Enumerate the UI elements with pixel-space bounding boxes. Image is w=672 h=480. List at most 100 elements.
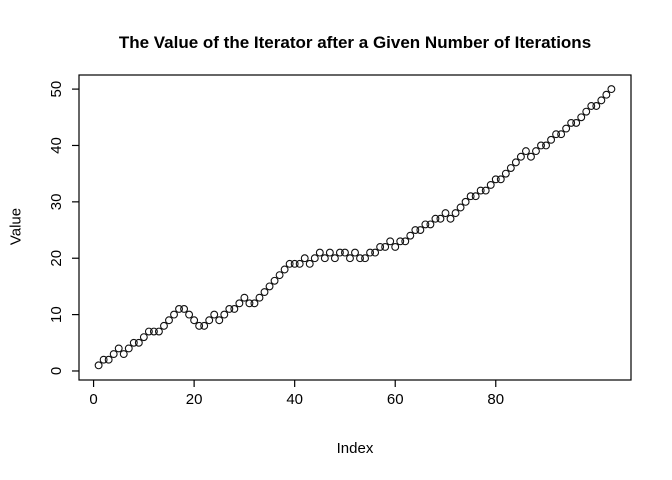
data-point (431, 214, 440, 223)
data-point (376, 243, 385, 251)
data-point (441, 209, 450, 218)
data-point (506, 164, 515, 172)
data-point (356, 254, 364, 263)
data-point (481, 186, 490, 195)
y-axis-label: Value (7, 207, 25, 246)
data-point (346, 254, 354, 263)
data-point (547, 135, 556, 144)
data-point (255, 293, 264, 302)
data-point (295, 259, 304, 268)
data-point (280, 265, 289, 274)
data-point (285, 259, 294, 268)
data-point (119, 350, 128, 359)
data-point (456, 203, 465, 212)
data-point (195, 321, 204, 330)
data-point (416, 226, 425, 234)
data-point (270, 276, 279, 285)
data-point (562, 124, 571, 133)
data-point (537, 141, 545, 150)
data-point (205, 316, 214, 325)
data-point (421, 220, 430, 229)
data-point (371, 248, 380, 257)
data-point (486, 180, 495, 189)
data-point (552, 130, 561, 139)
chart-title: The Value of the Iterator after a Given … (118, 33, 592, 52)
data-point (160, 321, 168, 330)
data-point (476, 186, 485, 195)
x-tick-label: 0 (89, 391, 97, 408)
y-tick-label: 10 (48, 306, 65, 323)
data-point (134, 338, 143, 347)
data-point (139, 333, 148, 342)
data-point (341, 248, 349, 257)
data-point (230, 305, 239, 313)
data-point (240, 293, 249, 302)
data-point (210, 310, 219, 319)
data-point (180, 305, 189, 313)
y-tick-label: 20 (48, 250, 65, 267)
data-point (215, 316, 224, 325)
data-point (381, 243, 390, 251)
data-point (582, 107, 591, 116)
data-point (275, 271, 284, 280)
plot-box (78, 74, 632, 381)
data-point (175, 305, 183, 313)
x-tick-label: 20 (186, 391, 203, 408)
data-point (386, 237, 395, 246)
data-point (114, 344, 123, 353)
data-point (466, 192, 475, 201)
y-tick-label: 50 (48, 81, 65, 98)
data-point (411, 226, 420, 234)
data-point (587, 102, 596, 110)
data-point (190, 316, 199, 325)
data-point (542, 141, 550, 150)
data-point (109, 350, 118, 359)
data-point (260, 288, 269, 296)
y-tick-label: 40 (48, 137, 65, 154)
data-point (351, 248, 359, 257)
data-point (235, 299, 244, 308)
data-point (491, 175, 500, 184)
data-point (129, 338, 138, 347)
y-tick-label: 30 (48, 194, 65, 211)
data-point (501, 169, 510, 178)
data-point (401, 237, 410, 246)
data-point (265, 282, 274, 291)
x-tick-label: 80 (487, 391, 504, 408)
data-point (607, 85, 616, 94)
data-point (602, 90, 611, 99)
x-tick-label: 40 (286, 391, 303, 408)
data-point (391, 243, 400, 251)
data-point (185, 310, 194, 319)
data-point (471, 192, 480, 201)
data-point (124, 344, 133, 353)
y-tick-label: 0 (48, 367, 65, 375)
data-point (170, 310, 178, 319)
data-point (366, 248, 375, 257)
data-point (406, 231, 415, 240)
data-point (144, 327, 153, 336)
data-point (250, 299, 259, 308)
data-point (99, 355, 108, 364)
data-point (516, 152, 525, 161)
data-point (200, 321, 209, 330)
data-point (577, 113, 586, 122)
data-point (557, 130, 566, 139)
data-point (451, 209, 460, 218)
data-point (532, 147, 540, 156)
data-point (320, 254, 329, 263)
data-point (567, 118, 576, 127)
data-point (446, 214, 455, 223)
data-point (225, 305, 234, 313)
data-point (511, 158, 520, 167)
data-point (154, 327, 163, 336)
data-point (300, 254, 309, 263)
data-point (305, 259, 314, 268)
data-point (496, 175, 505, 184)
data-point (527, 152, 535, 161)
data-point (361, 254, 369, 263)
data-point (325, 248, 334, 257)
data-point (461, 197, 470, 206)
